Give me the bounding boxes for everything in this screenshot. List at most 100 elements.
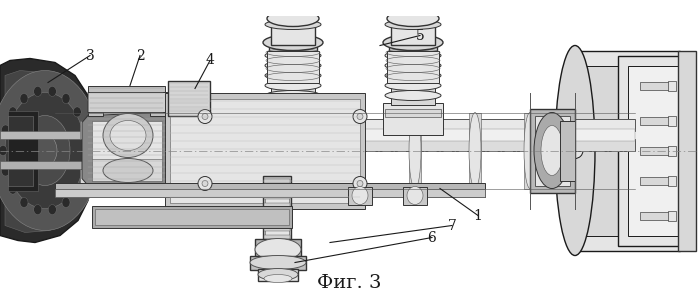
Bar — [255, 238, 301, 260]
Bar — [264, 218, 290, 222]
Ellipse shape — [267, 10, 319, 27]
Ellipse shape — [385, 50, 441, 61]
Bar — [348, 186, 372, 204]
Ellipse shape — [202, 114, 208, 120]
Bar — [0, 161, 95, 169]
Bar — [640, 147, 675, 155]
Ellipse shape — [20, 115, 70, 185]
Bar — [267, 50, 319, 83]
Bar — [265, 109, 321, 117]
Ellipse shape — [103, 114, 153, 158]
Ellipse shape — [352, 186, 368, 204]
Ellipse shape — [9, 107, 17, 117]
Bar — [535, 115, 570, 185]
Bar — [387, 50, 439, 83]
Bar — [640, 117, 675, 125]
Text: Фиг. 3: Фиг. 3 — [317, 274, 381, 293]
Bar — [385, 109, 441, 117]
Bar — [264, 178, 290, 182]
Bar — [271, 83, 315, 105]
Ellipse shape — [469, 113, 481, 188]
Ellipse shape — [103, 159, 153, 182]
Ellipse shape — [20, 94, 28, 103]
Ellipse shape — [0, 145, 7, 155]
Bar — [258, 268, 298, 281]
Bar — [55, 188, 485, 196]
Ellipse shape — [385, 20, 441, 29]
Polygon shape — [0, 58, 92, 242]
Text: 4: 4 — [206, 54, 215, 68]
Bar — [55, 182, 485, 196]
Ellipse shape — [250, 256, 306, 270]
Bar — [80, 169, 95, 186]
Ellipse shape — [385, 80, 441, 91]
Bar — [271, 24, 315, 44]
Ellipse shape — [48, 86, 57, 96]
Ellipse shape — [265, 20, 321, 29]
Bar — [391, 24, 435, 44]
Ellipse shape — [198, 177, 212, 191]
Bar — [640, 81, 675, 89]
Bar — [678, 50, 696, 251]
Bar — [165, 92, 365, 208]
Bar — [403, 186, 427, 204]
Bar — [55, 118, 635, 130]
Bar — [263, 103, 323, 135]
Bar — [92, 159, 162, 181]
Bar — [264, 186, 290, 191]
Bar — [263, 176, 291, 251]
Bar — [469, 113, 481, 188]
Ellipse shape — [83, 145, 91, 155]
Bar — [668, 211, 676, 221]
Bar — [92, 206, 292, 227]
Bar — [383, 103, 443, 135]
Bar — [92, 121, 162, 181]
Bar — [264, 195, 290, 199]
Ellipse shape — [62, 197, 70, 207]
Bar — [668, 145, 676, 155]
Ellipse shape — [409, 113, 421, 188]
Bar — [264, 226, 290, 230]
Ellipse shape — [73, 107, 81, 117]
Ellipse shape — [265, 70, 321, 80]
Ellipse shape — [263, 35, 323, 50]
Ellipse shape — [198, 110, 212, 124]
Bar — [284, 113, 296, 188]
Ellipse shape — [265, 91, 321, 100]
Ellipse shape — [353, 177, 367, 191]
Bar — [269, 40, 317, 50]
Ellipse shape — [1, 125, 10, 135]
Ellipse shape — [387, 10, 439, 27]
Bar — [409, 113, 421, 188]
Bar — [168, 80, 210, 115]
Ellipse shape — [80, 166, 89, 176]
Bar — [8, 166, 33, 185]
Bar — [55, 139, 635, 151]
Ellipse shape — [9, 184, 17, 194]
Polygon shape — [82, 113, 170, 188]
Bar — [80, 121, 95, 139]
Text: 2: 2 — [136, 48, 145, 62]
Bar — [389, 40, 437, 50]
Ellipse shape — [255, 238, 301, 260]
Bar — [580, 65, 650, 236]
Ellipse shape — [555, 46, 595, 256]
Bar — [391, 83, 435, 105]
Ellipse shape — [33, 135, 57, 166]
Ellipse shape — [344, 113, 356, 188]
Ellipse shape — [1, 166, 10, 176]
Bar — [618, 55, 680, 245]
Text: 6: 6 — [428, 230, 436, 244]
Ellipse shape — [34, 205, 42, 215]
Text: 7: 7 — [447, 218, 456, 233]
Ellipse shape — [258, 268, 298, 281]
Bar — [668, 176, 676, 185]
Ellipse shape — [357, 181, 363, 186]
Bar — [524, 113, 536, 188]
Ellipse shape — [5, 92, 85, 208]
Bar — [95, 208, 289, 225]
Bar — [55, 129, 635, 140]
Bar — [264, 211, 290, 215]
Ellipse shape — [34, 86, 42, 96]
Ellipse shape — [265, 61, 321, 70]
